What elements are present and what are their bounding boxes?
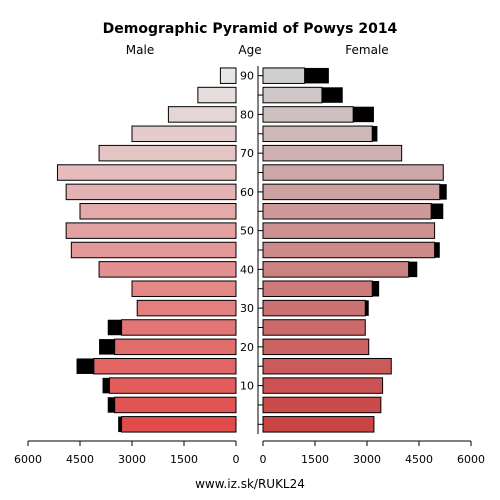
age-tick-label: 20 — [240, 341, 254, 354]
male-x-tick-label: 3000 — [118, 453, 146, 466]
male-bar-75-79 — [131, 125, 237, 143]
age-header: Age — [238, 43, 261, 57]
female-x-tick-label: 6000 — [457, 453, 485, 466]
female-bar-75-79 — [262, 125, 373, 143]
axes-layer: 10 20 30 40 50 60 70 80 90 6000 4500 3000 1500 0 0 1500… — [14, 66, 485, 466]
age-tick-label: 50 — [240, 225, 254, 238]
male-bar-15-19 — [93, 357, 237, 375]
female-bar-90+ — [262, 67, 306, 84]
female-bar-0-4 — [262, 416, 375, 433]
male-excess-0-4 — [118, 416, 122, 433]
male-bar-70-74 — [98, 144, 237, 162]
female-bar-30-34 — [262, 299, 366, 317]
male-excess-10-14 — [102, 377, 110, 394]
bars-layer — [56, 67, 447, 433]
female-excess-30-34 — [365, 300, 369, 316]
female-excess-85-89 — [321, 87, 343, 103]
female-excess-45-49 — [434, 242, 440, 258]
female-excess-80-84 — [353, 106, 374, 123]
male-header: Male — [126, 43, 154, 57]
male-bar-65-69 — [56, 164, 237, 181]
female-excess-40-44 — [408, 261, 418, 278]
female-excess-90+ — [304, 67, 329, 84]
male-x-tick-label: 1500 — [170, 453, 198, 466]
male-bar-5-9 — [114, 396, 237, 414]
female-bar-70-74 — [262, 144, 403, 162]
footer-url: www.iz.sk/RUKL24 — [195, 477, 305, 491]
age-tick-label: 40 — [240, 263, 254, 276]
female-bar-15-19 — [262, 357, 392, 375]
male-bar-35-39 — [131, 280, 237, 297]
female-x-tick-label: 1500 — [301, 453, 329, 466]
age-tick-label: 10 — [240, 380, 254, 393]
chart-title: Demographic Pyramid of Powys 2014 — [103, 21, 398, 37]
female-bar-85-89 — [262, 86, 323, 104]
male-bar-0-4 — [121, 416, 237, 433]
male-excess-25-29 — [107, 319, 122, 336]
male-bar-60-64 — [65, 183, 237, 201]
male-excess-5-9 — [107, 397, 115, 413]
age-tick-label: 60 — [240, 186, 254, 199]
male-bar-85-89 — [197, 86, 237, 104]
female-excess-60-64 — [439, 184, 447, 200]
male-x-tick-label: 0 — [233, 453, 240, 466]
female-bar-35-39 — [262, 280, 373, 297]
female-bar-55-59 — [262, 203, 432, 220]
male-bar-45-49 — [70, 241, 237, 259]
female-header: Female — [345, 43, 388, 57]
male-bar-20-24 — [114, 338, 237, 356]
female-excess-35-39 — [372, 280, 380, 297]
female-bar-25-29 — [262, 319, 366, 336]
male-bar-10-14 — [108, 377, 237, 394]
age-tick-label: 30 — [240, 302, 254, 315]
female-bar-65-69 — [262, 164, 444, 181]
female-x-tick-label: 4500 — [405, 453, 433, 466]
female-excess-55-59 — [431, 203, 444, 220]
female-bar-60-64 — [262, 183, 441, 201]
female-bar-45-49 — [262, 241, 436, 259]
male-excess-20-24 — [99, 339, 115, 355]
female-bar-10-14 — [262, 377, 384, 394]
male-bar-25-29 — [121, 319, 237, 336]
male-excess-15-19 — [76, 358, 94, 374]
male-bar-40-44 — [98, 261, 237, 278]
female-bar-50-54 — [262, 222, 436, 239]
age-tick-label: 90 — [240, 70, 254, 83]
female-bar-20-24 — [262, 338, 370, 356]
female-bar-40-44 — [262, 261, 410, 278]
female-bar-80-84 — [262, 106, 354, 123]
female-x-tick-label: 3000 — [353, 453, 381, 466]
age-tick-label: 80 — [240, 108, 254, 121]
female-x-tick-label: 0 — [260, 453, 267, 466]
male-x-tick-label: 4500 — [66, 453, 94, 466]
age-tick-label: 70 — [240, 147, 254, 160]
female-bar-5-9 — [262, 396, 382, 414]
male-bar-90+ — [219, 67, 237, 84]
male-bar-80-84 — [167, 106, 237, 123]
male-bar-50-54 — [65, 222, 237, 239]
female-excess-75-79 — [372, 126, 378, 142]
male-bar-55-59 — [79, 203, 237, 220]
male-x-tick-label: 6000 — [14, 453, 42, 466]
male-bar-30-34 — [136, 299, 237, 317]
